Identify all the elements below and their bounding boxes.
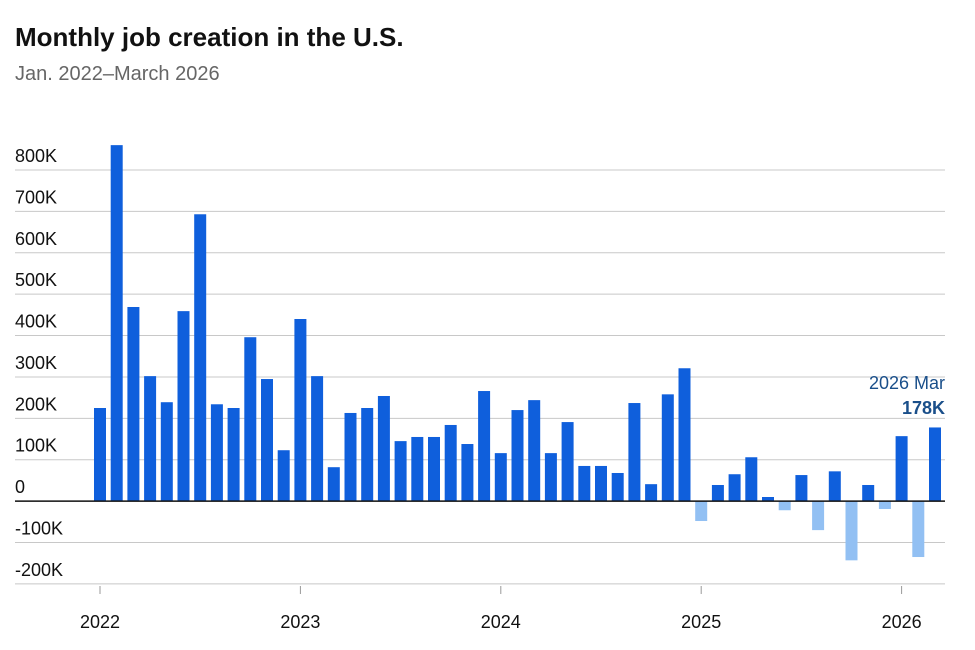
x-tick-label: 2024: [481, 612, 521, 632]
bar: [177, 311, 190, 502]
bar: [845, 501, 858, 561]
value-label: 178K: [902, 398, 945, 418]
bar: [311, 376, 324, 502]
bar: [929, 427, 941, 502]
bar: [645, 484, 658, 502]
bar: [528, 400, 541, 502]
bar: [344, 412, 357, 502]
bar: [778, 501, 791, 511]
bar: [544, 453, 557, 502]
bar: [461, 444, 474, 502]
bar: [711, 484, 724, 502]
bar: [327, 467, 340, 502]
x-tick-label: 2026: [882, 612, 922, 632]
y-tick-label: 500K: [15, 270, 57, 290]
bar: [94, 408, 106, 502]
y-tick-label: 0: [15, 477, 25, 497]
bar: [611, 472, 624, 502]
bar: [227, 408, 240, 502]
bar: [728, 474, 741, 502]
bar: [745, 457, 758, 502]
bar: [411, 436, 424, 502]
bar: [494, 453, 507, 502]
bar: [210, 404, 223, 502]
bar: [828, 471, 841, 502]
chart-subtitle: Jan. 2022–March 2026: [15, 63, 220, 85]
bar: [277, 450, 290, 502]
bar: [160, 402, 173, 502]
bar: [678, 368, 691, 502]
x-tick-label: 2023: [280, 612, 320, 632]
bar: [478, 391, 491, 502]
bar: [127, 306, 140, 502]
bar: [444, 424, 457, 502]
bar: [895, 436, 908, 502]
bar: [144, 376, 157, 502]
y-tick-label: 100K: [15, 436, 57, 456]
y-tick-label: -200K: [15, 560, 63, 580]
bar: [294, 319, 307, 502]
bar: [878, 501, 891, 510]
bar: [261, 379, 273, 502]
y-tick-label: 400K: [15, 312, 57, 332]
bar: [244, 337, 257, 502]
y-tick-label: 800K: [15, 146, 57, 166]
x-tick-label: 2025: [681, 612, 721, 632]
bar: [511, 410, 524, 502]
bar: [595, 465, 607, 502]
y-tick-label: 700K: [15, 187, 57, 207]
chart-title: Monthly job creation in the U.S.: [15, 22, 404, 52]
bar: [110, 145, 123, 502]
bar: [812, 501, 825, 531]
bar: [661, 394, 674, 502]
bar: [762, 497, 774, 502]
y-tick-label: 300K: [15, 353, 57, 373]
y-tick-label: 600K: [15, 229, 57, 249]
bar: [428, 436, 440, 502]
bar: [561, 422, 574, 502]
bar: [695, 501, 708, 522]
bar: [912, 501, 925, 558]
bar: [194, 214, 207, 502]
bar: [377, 395, 390, 502]
y-tick-label: -100K: [15, 519, 63, 539]
y-tick-label: 200K: [15, 394, 57, 414]
bar: [862, 484, 875, 502]
bar: [361, 408, 374, 502]
x-tick-label: 2022: [80, 612, 120, 632]
bar: [795, 475, 808, 502]
bar: [628, 403, 641, 502]
annotation: 2026 Mar: [869, 373, 945, 393]
bar: [394, 441, 407, 502]
bar: [578, 465, 591, 502]
